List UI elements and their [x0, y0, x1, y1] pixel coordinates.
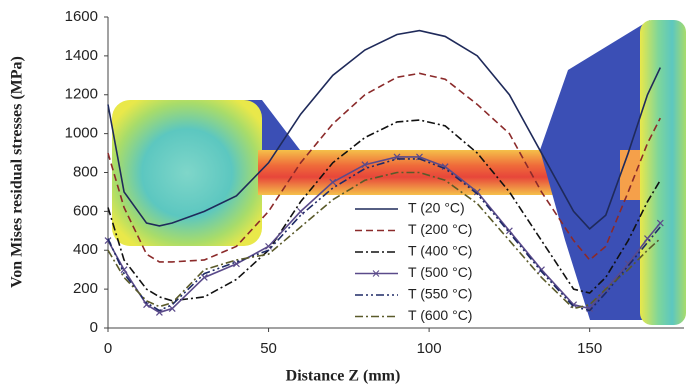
x-tick-label: 150	[577, 340, 602, 357]
legend-label: T (600 °C)	[408, 307, 472, 323]
y-tick-label: 1200	[65, 86, 98, 103]
point-marker	[168, 305, 176, 312]
series-line	[107, 171, 661, 310]
point-marker	[473, 188, 481, 196]
y-tick-label: 800	[73, 163, 98, 180]
series-line	[107, 29, 662, 230]
legend-label: T (550 °C)	[408, 286, 472, 302]
legend-label: T (500 °C)	[408, 264, 472, 280]
series-line	[107, 119, 661, 302]
y-axis-label: Von Mises residual stresses (MPa)	[9, 56, 26, 288]
point-marker	[538, 266, 545, 274]
series-line	[107, 72, 662, 263]
point-marker	[361, 161, 369, 169]
legend-label: T (400 °C)	[408, 243, 472, 259]
point-marker	[143, 301, 150, 309]
legend-marker	[372, 270, 380, 277]
x-axis-label: Distance Z (mm)	[286, 368, 401, 385]
y-tick-label: 1400	[65, 47, 98, 64]
point-marker	[329, 178, 337, 186]
point-marker	[656, 219, 664, 227]
y-tick-label: 0	[90, 319, 98, 336]
x-tick-label: 100	[417, 340, 442, 357]
point-marker	[265, 242, 272, 250]
contour-background	[112, 20, 686, 325]
x-tick-label: 50	[260, 340, 277, 357]
y-tick-label: 200	[73, 280, 98, 297]
y-tick-label: 1000	[65, 125, 98, 142]
point-marker	[200, 274, 208, 281]
legend-label: T (200 °C)	[408, 221, 472, 237]
y-tick-label: 600	[73, 202, 98, 219]
point-marker	[297, 207, 305, 215]
point-marker	[624, 260, 632, 268]
legend-label: T (20 °C)	[408, 200, 465, 216]
series-line	[107, 158, 661, 312]
point-marker	[155, 309, 163, 316]
y-tick-label: 1600	[65, 8, 98, 25]
y-tick-label: 400	[73, 241, 98, 258]
x-tick-label: 0	[104, 340, 112, 357]
point-marker	[505, 227, 513, 235]
